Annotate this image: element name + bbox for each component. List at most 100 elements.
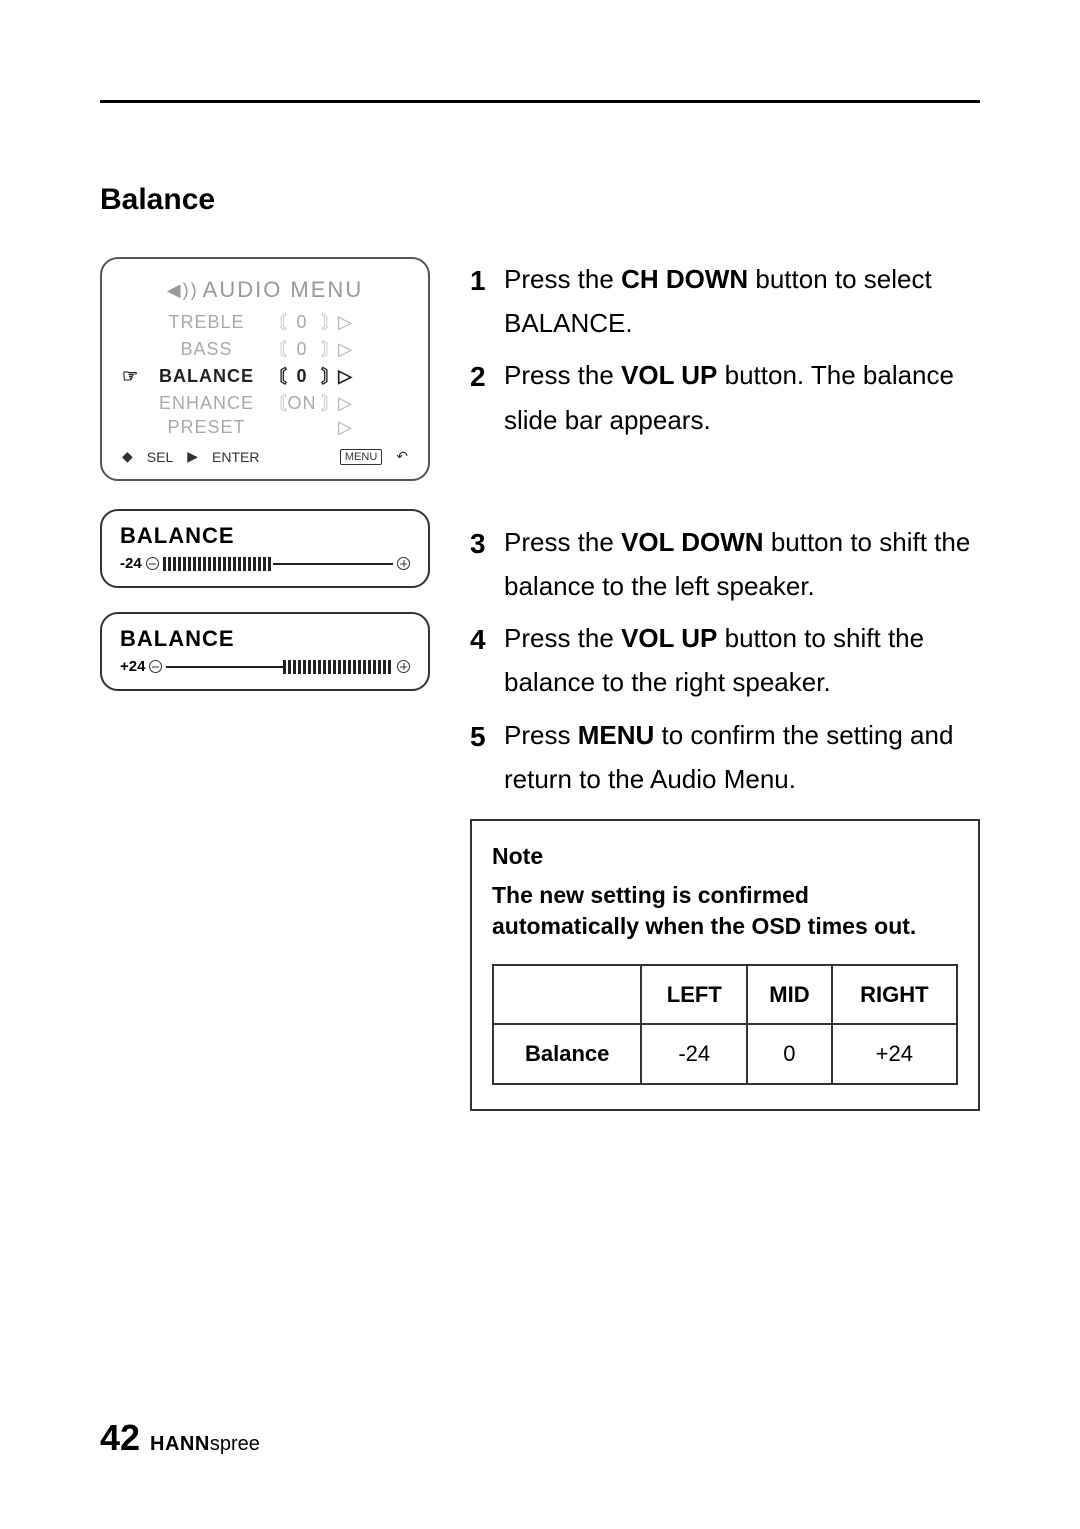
note-title: Note <box>492 837 958 876</box>
osd-rows: TREBLE〘0〙▷BASS〘0〙▷☞BALANCE〘0〙▷ENHANCE〘ON… <box>122 309 408 438</box>
balance-slider: -24 <box>120 555 410 572</box>
osd-row-value: 0 <box>283 312 321 333</box>
brand-bold: HANN <box>150 1433 210 1455</box>
step-text: Press MENU to confirm the setting and re… <box>504 713 980 801</box>
slider-line <box>166 666 283 668</box>
step-item: 2Press the VOL UP button. The balance sl… <box>470 353 980 441</box>
osd-row-label: BALANCE <box>144 366 269 387</box>
balance-box-title: BALANCE <box>120 626 410 652</box>
osd-row-lbracket: 〘 <box>269 390 283 416</box>
osd-row-arrow-icon: ▷ <box>335 366 353 387</box>
osd-row-value: 0 <box>283 339 321 360</box>
plus-icon <box>397 660 410 673</box>
step-number: 3 <box>470 520 504 608</box>
page-number: 42 <box>100 1417 140 1459</box>
osd-audio-menu: ◀))AUDIO MENU TREBLE〘0〙▷BASS〘0〙▷☞BALANCE… <box>100 257 430 481</box>
osd-row-rbracket: 〙 <box>321 390 335 416</box>
slider-ticks <box>163 557 273 571</box>
balance-slider-boxes: BALANCE -24 BALANCE +24 <box>100 509 430 691</box>
section-title: Balance <box>100 183 980 217</box>
step-number: 5 <box>470 713 504 801</box>
osd-row: TREBLE〘0〙▷ <box>122 309 408 335</box>
step-number: 1 <box>470 257 504 345</box>
step-item: 3Press the VOL DOWN button to shift the … <box>470 520 980 608</box>
sel-label: SEL <box>147 449 173 465</box>
table-row: Balance -24 0 +24 <box>493 1024 957 1083</box>
table-cell-left: -24 <box>641 1024 747 1083</box>
osd-row-lbracket: 〘 <box>269 363 283 389</box>
osd-row-rbracket: 〙 <box>321 309 335 335</box>
balance-values-table: LEFT MID RIGHT Balance -24 0 +24 <box>492 964 958 1085</box>
osd-title: ◀))AUDIO MENU <box>122 277 408 303</box>
note-box: Note The new setting is confirmed automa… <box>470 819 980 1111</box>
table-header-left: LEFT <box>641 965 747 1024</box>
osd-row-lbracket: 〘 <box>269 309 283 335</box>
page-footer: 42 HANNspree <box>100 1417 260 1459</box>
slider-track <box>166 660 393 674</box>
right-column: 1Press the CH DOWN button to select BALA… <box>470 257 980 1111</box>
balance-box-title: BALANCE <box>120 523 410 549</box>
table-header-blank <box>493 965 641 1024</box>
enter-label: ENTER <box>212 449 259 465</box>
osd-row: BASS〘0〙▷ <box>122 336 408 362</box>
step-number: 2 <box>470 353 504 441</box>
step-item: 4Press the VOL UP button to shift the ba… <box>470 616 980 704</box>
table-cell-right: +24 <box>832 1024 957 1083</box>
minus-icon <box>146 557 159 570</box>
osd-row-rbracket: 〙 <box>321 336 335 362</box>
step-text: Press the VOL UP button. The balance sli… <box>504 353 980 441</box>
osd-row-arrow-icon: ▷ <box>335 339 353 360</box>
osd-row: ENHANCE〘ON〙▷ <box>122 390 408 416</box>
table-header-row: LEFT MID RIGHT <box>493 965 957 1024</box>
step-item: 5Press MENU to confirm the setting and r… <box>470 713 980 801</box>
osd-row-label: ENHANCE <box>144 393 269 414</box>
updown-icon: ◆ <box>122 448 133 465</box>
table-cell-mid: 0 <box>747 1024 832 1083</box>
balance-slider-box: BALANCE -24 <box>100 509 430 588</box>
balance-value: +24 <box>120 658 145 675</box>
brand-light: spree <box>210 1433 260 1455</box>
menu-chip: MENU <box>340 449 382 465</box>
balance-slider: +24 <box>120 658 410 675</box>
steps-group-b: 3Press the VOL DOWN button to shift the … <box>470 520 980 801</box>
osd-row-label: PRESET <box>144 417 269 438</box>
slider-track <box>163 557 393 571</box>
left-column: ◀))AUDIO MENU TREBLE〘0〙▷BASS〘0〙▷☞BALANCE… <box>100 257 430 1111</box>
step-text: Press the VOL UP button to shift the bal… <box>504 616 980 704</box>
top-rule <box>100 100 980 103</box>
steps-group-a: 1Press the CH DOWN button to select BALA… <box>470 257 980 442</box>
brand: HANNspree <box>150 1433 260 1456</box>
osd-row-label: BASS <box>144 339 269 360</box>
right-tri-icon: ▶ <box>187 448 198 465</box>
osd-row-value: ON <box>283 393 321 414</box>
return-icon: ↶ <box>396 448 408 465</box>
two-column-layout: ◀))AUDIO MENU TREBLE〘0〙▷BASS〘0〙▷☞BALANCE… <box>100 257 980 1111</box>
note-text: The new setting is confirmed automatical… <box>492 880 958 942</box>
step-number: 4 <box>470 616 504 704</box>
step-text: Press the VOL DOWN button to shift the b… <box>504 520 980 608</box>
table-header-mid: MID <box>747 965 832 1024</box>
osd-row-lbracket: 〘 <box>269 336 283 362</box>
slider-ticks <box>283 660 393 674</box>
speaker-icon: ◀)) <box>167 280 199 300</box>
table-header-right: RIGHT <box>832 965 957 1024</box>
table-row-label: Balance <box>493 1024 641 1083</box>
balance-value: -24 <box>120 555 142 572</box>
step-item: 1Press the CH DOWN button to select BALA… <box>470 257 980 345</box>
osd-row: ☞BALANCE〘0〙▷ <box>122 363 408 389</box>
osd-row: PRESET ▷ <box>122 417 408 438</box>
osd-footer: ◆ SEL ▶ ENTER MENU ↶ <box>122 448 408 465</box>
pointer-icon: ☞ <box>122 366 144 387</box>
osd-row-arrow-icon: ▷ <box>335 417 353 438</box>
osd-row-arrow-icon: ▷ <box>335 393 353 414</box>
osd-row-arrow-icon: ▷ <box>335 312 353 333</box>
osd-row-rbracket: 〙 <box>321 363 335 389</box>
osd-row-value: 0 <box>283 366 321 387</box>
step-text: Press the CH DOWN button to select BALAN… <box>504 257 980 345</box>
balance-slider-box: BALANCE +24 <box>100 612 430 691</box>
minus-icon <box>149 660 162 673</box>
osd-title-text: AUDIO MENU <box>203 277 364 302</box>
plus-icon <box>397 557 410 570</box>
slider-line <box>273 563 393 565</box>
page: Balance ◀))AUDIO MENU TREBLE〘0〙▷BASS〘0〙▷… <box>0 0 1080 1529</box>
